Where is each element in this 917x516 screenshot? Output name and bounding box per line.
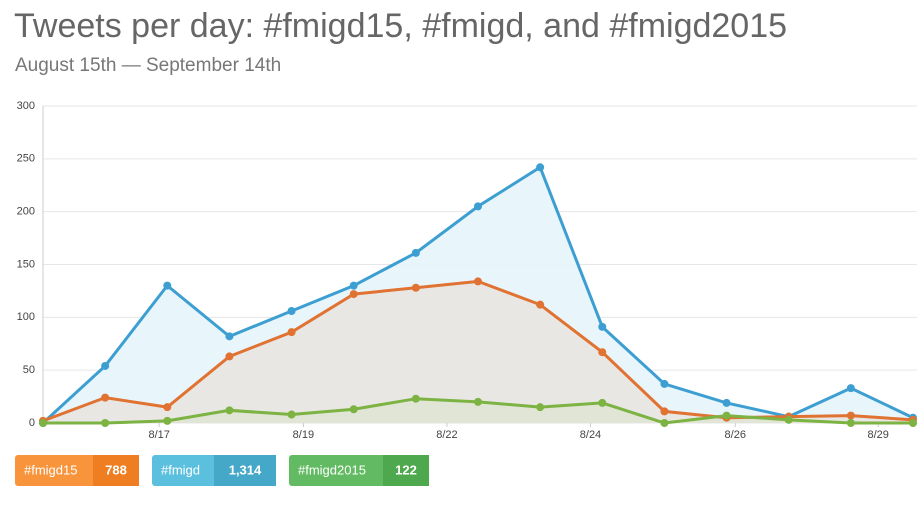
x-tick-label: 8/17	[148, 429, 169, 441]
point	[660, 379, 669, 388]
point	[225, 406, 234, 415]
point	[722, 398, 731, 407]
point	[909, 419, 917, 427]
legend-total: 788	[105, 462, 127, 477]
point	[411, 283, 420, 292]
point	[474, 202, 482, 211]
point	[411, 248, 420, 257]
legend-total: 1,314	[229, 462, 262, 477]
point	[163, 281, 172, 290]
point	[536, 300, 545, 309]
point	[287, 410, 296, 419]
chart-subtitle: August 15th — September 14th	[15, 55, 281, 76]
legend-label: #fmigd	[161, 462, 200, 477]
point	[660, 419, 669, 427]
point	[287, 328, 296, 337]
point	[846, 419, 855, 427]
point	[39, 419, 47, 427]
x-tick-label: 8/26	[725, 429, 746, 441]
x-tick-label: 8/19	[293, 429, 314, 441]
point	[474, 397, 482, 406]
area	[43, 281, 913, 423]
point	[101, 361, 110, 370]
y-tick-label: 50	[23, 364, 35, 376]
y-tick-label: 200	[17, 206, 35, 218]
chart-title: Tweets per day: #fmigd15, #fmigd, and #f…	[14, 7, 787, 45]
point	[225, 332, 234, 341]
x-tick-label: 8/29	[867, 429, 888, 441]
y-tick-label: 150	[17, 258, 35, 270]
point	[474, 277, 482, 286]
x-tick-label: 8/24	[580, 429, 601, 441]
point	[536, 403, 545, 412]
point	[598, 398, 607, 407]
point	[225, 352, 234, 361]
point	[536, 163, 545, 172]
point	[722, 411, 731, 420]
legend-label: #fmigd2015	[298, 462, 366, 477]
y-tick-label: 100	[17, 311, 35, 323]
point	[784, 415, 793, 424]
y-tick-label: 0	[29, 417, 35, 429]
point	[598, 348, 607, 357]
y-tick-label: 300	[17, 100, 35, 112]
legend-total: 122	[395, 462, 417, 477]
legend-total-box	[383, 455, 429, 486]
point	[101, 419, 110, 427]
point	[411, 394, 420, 403]
legend-total-box	[214, 455, 276, 486]
point	[163, 403, 172, 412]
point	[598, 322, 607, 331]
point	[846, 384, 855, 393]
point	[349, 405, 358, 414]
y-tick-label: 250	[17, 153, 35, 165]
legend-total-box	[93, 455, 139, 486]
point	[163, 416, 172, 425]
point	[287, 306, 296, 315]
legend-label: #fmigd15	[24, 462, 77, 477]
point	[660, 407, 669, 416]
point	[846, 411, 855, 420]
legend: #fmigd15 788 #fmigd 1,314 #fmigd2015 122	[15, 455, 429, 486]
point	[349, 290, 358, 299]
point	[349, 281, 358, 290]
point	[101, 393, 110, 402]
x-tick-label: 8/22	[436, 429, 457, 441]
area	[43, 398, 913, 423]
